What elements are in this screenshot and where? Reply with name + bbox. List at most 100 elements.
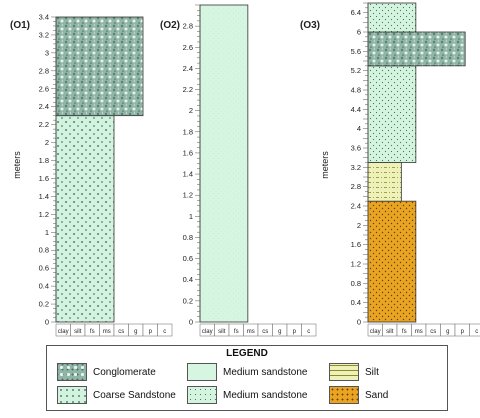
tick-label-O2: 1.4	[183, 170, 193, 179]
tick-label-O3: 6	[357, 28, 361, 37]
tick-label-O2: 0.8	[183, 233, 193, 242]
legend-label-sand: Sand	[365, 389, 389, 401]
tick-label-O1: 1.4	[39, 192, 49, 201]
legend: LEGEND Conglomerate Medium sandstone Sil…	[46, 345, 448, 411]
grain-label-p: p	[149, 329, 153, 335]
grain-label-p: p	[293, 329, 297, 335]
grain-label-clay: clay	[370, 329, 381, 335]
grain-label-silt: silt	[386, 329, 394, 335]
tick-label-O3: 1.6	[351, 240, 361, 249]
grain-label-c: c	[307, 329, 310, 335]
legend-label-coarse-sandstone: Coarse Sandstone	[93, 389, 176, 401]
layer-O3-0-sand	[367, 200, 417, 323]
swatch-sand	[329, 386, 359, 404]
tick-label-O3: 4.8	[351, 86, 361, 95]
grain-label-clay: clay	[202, 329, 213, 335]
tick-label-O2: 2.8	[183, 22, 193, 31]
columns-layer: 0 0.2 0.4 0.6 0.8 1 1.2 1.4 1.6 1.8 2 2.2 2.4 2.6 2.8 3…	[10, 2, 480, 337]
tick-label-O3: 6.4	[351, 8, 361, 17]
legend-label-conglomerate: Conglomerate	[93, 366, 156, 378]
legend-item-medium-sandstone-plain: Medium sandstone	[187, 363, 308, 381]
tick-label-O1: 2.4	[39, 102, 49, 111]
tick-label-O1: 0.8	[39, 246, 49, 255]
grain-box	[469, 323, 480, 337]
grain-label-cs: cs	[262, 329, 268, 335]
legend-item-medium-sandstone-dotted: Medium sandstone	[187, 386, 308, 404]
layer-O1-1-conglomerate	[55, 16, 144, 117]
tick-label-O3: 4.4	[351, 105, 361, 114]
grain-label-silt: silt	[218, 329, 226, 335]
column-O2: 00.20.40.60.811.21.41.61.822.22.42.62.8(…	[160, 4, 317, 337]
grain-label-clay: clay	[58, 329, 69, 335]
grain-label-c: c	[475, 329, 478, 335]
tick-label-O1: 1	[45, 228, 49, 237]
legend-label-silt: Silt	[365, 366, 379, 378]
column-label-O2: (O2)	[160, 20, 180, 31]
tick-label-O2: 0.4	[183, 275, 193, 284]
column-O3: 0 0.4 0.8 1.2 1.6 2 2.4 2.8 3.2 3.6 4 4.4 4.8 5.2 5.6 6…	[300, 2, 480, 337]
legend-item-sand: Sand	[329, 386, 388, 404]
tick-label-O1: 2.2	[39, 120, 49, 129]
tick-label-O1: 0.4	[39, 282, 49, 291]
tick-label-O3: 5.6	[351, 47, 361, 56]
tick-label-O2: 1	[189, 212, 193, 221]
tick-label-O2: 2.4	[183, 64, 193, 73]
legend-item-conglomerate: Conglomerate	[57, 363, 156, 381]
tick-label-O3: 2.4	[351, 202, 361, 211]
tick-label-O1: 1.6	[39, 174, 49, 183]
tick-label-O1: 3.4	[39, 13, 49, 22]
grain-label-g: g	[134, 329, 137, 335]
layer-O3-1-silt	[367, 162, 402, 202]
tick-label-O2: 2	[189, 106, 193, 115]
grain-label-g: g	[278, 329, 281, 335]
tick-label-O2: 2.6	[183, 43, 193, 52]
axis-label-O3: meters	[320, 151, 330, 179]
tick-label-O2: 2.2	[183, 85, 193, 94]
grain-label-silt: silt	[74, 329, 82, 335]
tick-label-O3: 2.8	[351, 182, 361, 191]
column-label-O3: (O3)	[300, 20, 320, 31]
grain-label-g: g	[446, 329, 449, 335]
tick-label-O1: 2.8	[39, 66, 49, 75]
column-label-O1: (O1)	[10, 20, 30, 31]
tick-label-O3: 0.8	[351, 279, 361, 288]
legend-item-silt: Silt	[329, 363, 379, 381]
tick-label-O3: 3.6	[351, 144, 361, 153]
tick-label-O2: 0.2	[183, 296, 193, 305]
grain-label-fs: fs	[402, 329, 407, 335]
tick-label-O1: 3.2	[39, 30, 49, 39]
tick-label-O3: 3.2	[351, 163, 361, 172]
tick-label-O1: 0	[45, 318, 49, 327]
grain-label-ms: ms	[415, 329, 423, 335]
column-O1: 0 0.2 0.4 0.6 0.8 1 1.2 1.4 1.6 1.8 2 2.2 2.4 2.6 2.8 3…	[10, 13, 173, 337]
legend-item-coarse-sandstone: Coarse Sandstone	[57, 386, 176, 404]
tick-label-O3: 5.2	[351, 66, 361, 75]
grain-label-fs: fs	[234, 329, 239, 335]
tick-label-O1: 2	[45, 138, 49, 147]
layer-O1-0-coarse-sandstone	[55, 115, 115, 323]
grain-label-cs: cs	[118, 329, 124, 335]
grain-label-ms: ms	[247, 329, 255, 335]
tick-label-O1: 2.6	[39, 84, 49, 93]
grain-label-cs: cs	[430, 329, 436, 335]
legend-label-medium-sandstone-plain: Medium sandstone	[223, 366, 308, 378]
tick-label-O3: 0	[357, 318, 361, 327]
swatch-medium-sandstone-plain	[187, 363, 217, 381]
tick-label-O2: 1.2	[183, 191, 193, 200]
tick-label-O3: 2	[357, 221, 361, 230]
layer-O2-0-medium-sandstone-plain	[199, 4, 249, 323]
legend-label-medium-sandstone-dotted: Medium sandstone	[223, 389, 308, 401]
grain-box	[301, 323, 317, 337]
grain-label-p: p	[461, 329, 465, 335]
legend-title: LEGEND	[226, 348, 268, 359]
layer-O3-3-conglomerate	[367, 31, 466, 67]
tick-label-O3: 4	[357, 124, 361, 133]
swatch-conglomerate	[57, 363, 87, 381]
tick-label-O3: 1.2	[351, 260, 361, 269]
tick-label-O2: 1.6	[183, 148, 193, 157]
tick-label-O2: 0.6	[183, 254, 193, 263]
grain-label-ms: ms	[103, 329, 111, 335]
tick-label-O3: 0.4	[351, 298, 361, 307]
tick-label-O2: 0	[189, 318, 193, 327]
